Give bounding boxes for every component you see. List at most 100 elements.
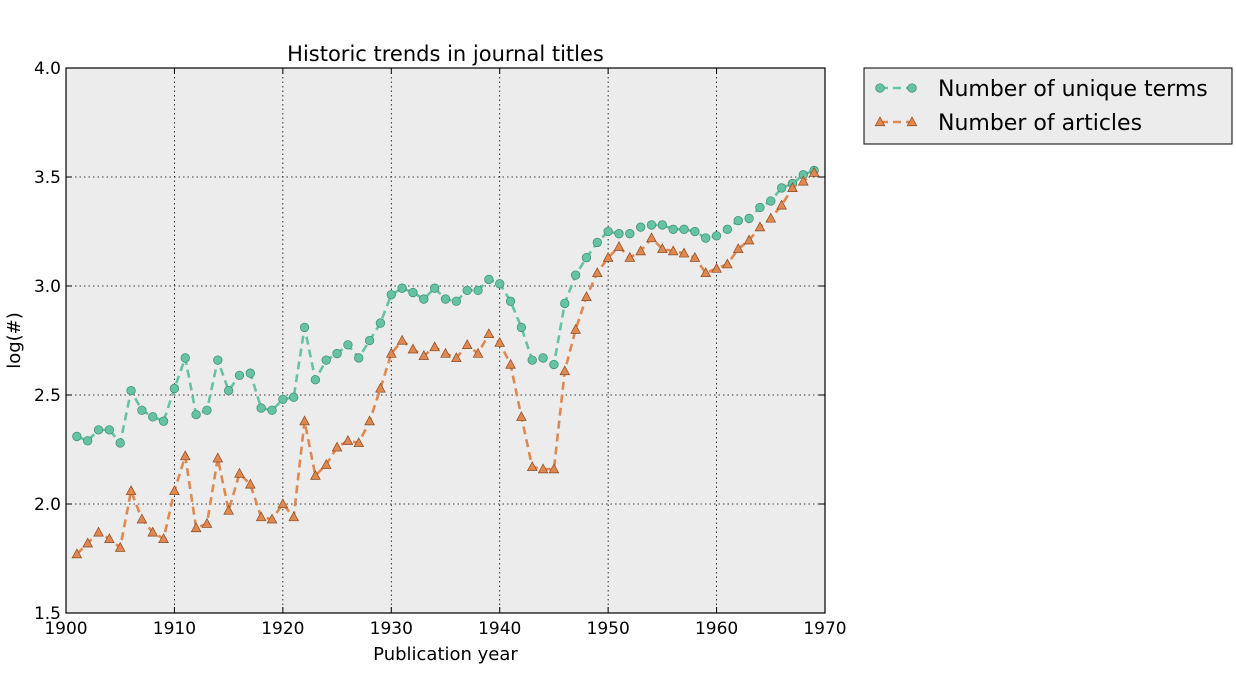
data-point <box>754 221 766 232</box>
y-tick-label: 3.5 <box>34 168 61 188</box>
data-point <box>549 359 559 370</box>
data-point <box>375 382 386 393</box>
data-point <box>407 343 419 354</box>
data-point <box>180 353 190 363</box>
plot-background <box>66 68 825 613</box>
series-1 <box>72 165 819 448</box>
data-point <box>613 241 625 251</box>
data-point <box>419 294 429 304</box>
data-point <box>354 353 364 363</box>
data-point <box>570 323 581 334</box>
data-point <box>397 283 407 293</box>
data-point <box>808 166 820 177</box>
tick-marks <box>65 67 826 614</box>
series-2 <box>71 166 820 559</box>
legend: Number of unique terms Number of articles <box>863 67 1233 145</box>
data-point <box>678 247 690 258</box>
legend-label: Number of unique terms <box>938 77 1208 102</box>
data-point <box>202 405 212 415</box>
data-point <box>679 224 689 234</box>
data-point <box>581 291 592 301</box>
data-point <box>516 322 527 333</box>
data-point <box>223 385 234 396</box>
data-point <box>364 335 375 346</box>
data-point <box>234 370 245 381</box>
legend-marker <box>906 116 918 127</box>
data-point <box>158 416 169 426</box>
data-point <box>136 513 148 524</box>
data-point <box>137 405 147 415</box>
data-point <box>147 526 159 537</box>
x-tick-label: 1930 <box>370 619 413 639</box>
data-point <box>169 383 180 394</box>
data-point <box>483 328 495 339</box>
data-point <box>646 232 657 243</box>
data-point <box>744 213 754 224</box>
data-point <box>668 224 678 234</box>
data-point <box>657 243 668 254</box>
x-axis-label: Publication year <box>373 644 518 665</box>
data-point <box>495 279 505 289</box>
data-point <box>559 365 571 376</box>
data-point <box>548 463 560 474</box>
y-tick-label: 2.5 <box>34 386 61 406</box>
data-point <box>201 517 213 528</box>
x-tick-label: 1950 <box>587 619 630 639</box>
data-point <box>267 405 277 415</box>
data-point <box>342 435 354 445</box>
data-point <box>657 220 668 230</box>
data-point <box>602 251 614 262</box>
data-point <box>364 415 375 426</box>
data-point <box>288 511 300 522</box>
data-point <box>277 498 289 509</box>
legend-marker <box>907 83 917 93</box>
data-point <box>278 394 288 405</box>
x-tick-label: 1900 <box>44 619 87 639</box>
data-point <box>776 183 787 193</box>
x-tick-label: 1940 <box>478 619 521 639</box>
y-tick-label: 2.0 <box>34 495 61 515</box>
legend-marker <box>874 116 886 127</box>
data-point <box>266 513 278 524</box>
data-point <box>570 270 581 280</box>
data-point <box>690 226 700 237</box>
data-point <box>732 243 744 254</box>
data-point <box>451 352 462 363</box>
data-point <box>213 355 223 365</box>
data-point <box>494 336 506 347</box>
data-point <box>462 285 472 296</box>
data-point <box>190 522 202 533</box>
data-point <box>255 511 267 522</box>
data-point <box>560 298 570 309</box>
data-point <box>636 222 646 232</box>
data-point <box>472 347 484 358</box>
data-point <box>473 285 483 296</box>
plot-frame <box>65 67 826 614</box>
data-point <box>451 296 461 306</box>
legend-box <box>863 67 1233 145</box>
data-point <box>766 196 776 206</box>
data-point <box>440 347 451 358</box>
data-point <box>505 358 516 369</box>
data-point <box>701 233 711 243</box>
data-point <box>299 415 310 426</box>
data-point <box>385 347 397 358</box>
data-point <box>115 438 125 448</box>
data-point <box>396 334 408 345</box>
data-point <box>646 220 657 230</box>
grid-lines <box>66 68 825 613</box>
y-axis-label: log(#) <box>4 312 25 369</box>
chart-title: Historic trends in journal titles <box>287 42 604 66</box>
data-point <box>114 541 126 552</box>
data-point <box>386 290 396 300</box>
data-point <box>733 215 743 226</box>
data-point <box>797 175 809 186</box>
data-point <box>104 425 115 435</box>
data-point <box>289 392 299 402</box>
data-point <box>526 461 538 472</box>
data-point <box>711 231 722 241</box>
data-point <box>722 258 733 269</box>
data-point <box>375 318 386 328</box>
data-point <box>689 251 701 262</box>
data-point <box>71 548 83 559</box>
